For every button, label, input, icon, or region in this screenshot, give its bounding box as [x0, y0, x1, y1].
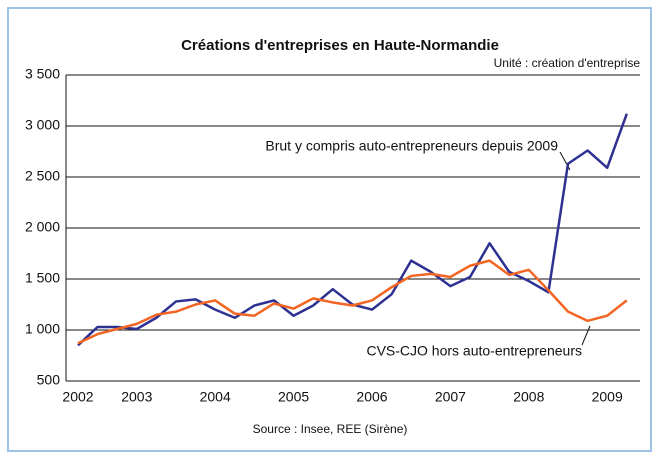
chart-title: Créations d'entreprises en Haute-Normand…: [181, 37, 499, 54]
x-tick-label: 2009: [592, 389, 623, 405]
frame: [7, 7, 652, 452]
y-tick-label: 2 500: [25, 168, 60, 184]
x-tick-label: 2008: [513, 389, 544, 405]
annotation: Brut y compris auto-entrepreneurs depuis…: [265, 138, 558, 154]
subtitle: Unité : création d'entreprise: [494, 56, 641, 70]
y-tick-label: 1 500: [25, 270, 60, 286]
leader-line: [581, 325, 591, 346]
y-tick-label: 1 000: [25, 321, 60, 337]
y-tick-label: 3 500: [25, 66, 60, 82]
x-tick-label: 2004: [200, 389, 231, 405]
y-tick-label: 500: [37, 372, 61, 388]
x-tick-label: 2007: [435, 389, 466, 405]
x-tick-label: 2002: [62, 389, 93, 405]
source: Source : Insee, REE (Sirène): [253, 422, 408, 436]
y-tick-label: 3 000: [25, 117, 60, 133]
x-tick-label: 2005: [278, 389, 309, 405]
annotation: CVS-CJO hors auto-entrepreneurs: [366, 343, 582, 359]
series-line: [77, 259, 628, 345]
x-tick-label: 2006: [356, 389, 387, 405]
y-tick-label: 2 000: [25, 219, 60, 235]
x-tick-label: 2003: [121, 389, 152, 405]
